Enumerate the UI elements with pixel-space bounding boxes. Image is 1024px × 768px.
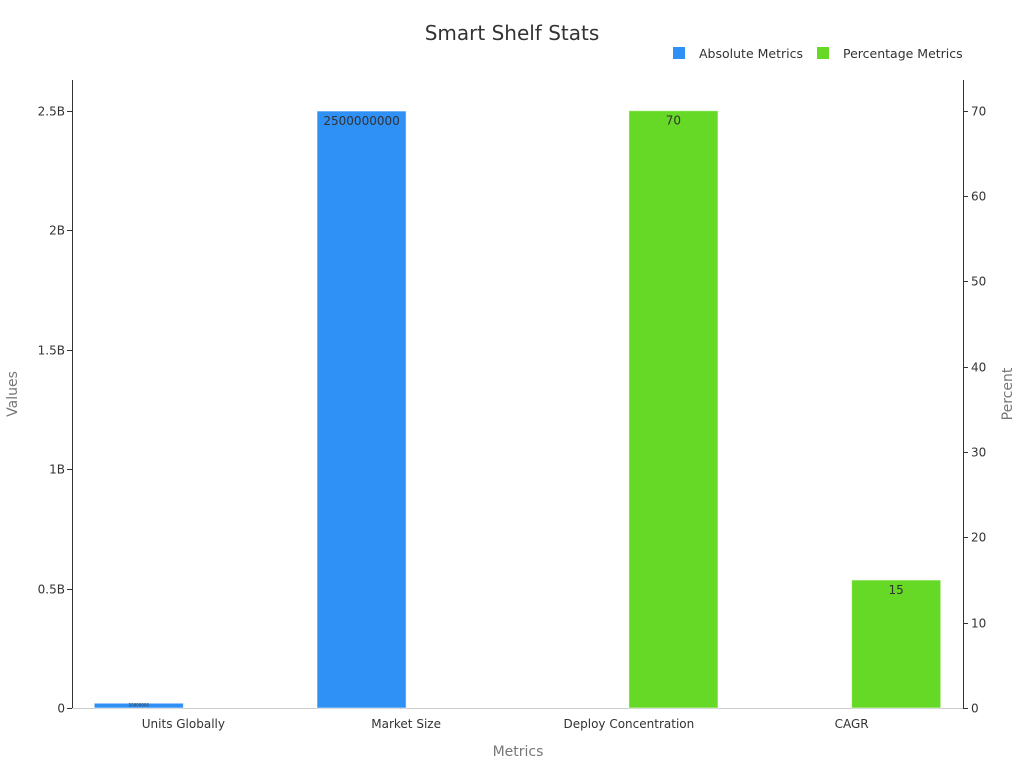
bar-deploy-concentration[interactable]	[628, 110, 719, 709]
legend-swatch-percentage-metrics	[817, 47, 829, 59]
y2-tick-label: 10	[971, 617, 986, 631]
plot-area: 0 0.5B 1B 1.5B 2B 2.5B 0 10 20 30 40 50 60 70 Units …	[38, 80, 986, 731]
bars	[93, 110, 942, 709]
y2-axis-title: Percent	[1000, 367, 1016, 420]
x-axis-ticks: Units Globally Market Size Deploy Concentr…	[142, 717, 869, 731]
bar-units-globally[interactable]	[93, 702, 184, 709]
bar-value-label: 20000000	[129, 703, 150, 708]
bar-value-label: 15	[889, 583, 904, 597]
y-tick-label: 1B	[49, 463, 65, 477]
y2-tick-label: 70	[971, 105, 986, 119]
legend-label-percentage-metrics: Percentage Metrics	[843, 46, 963, 61]
y2-tick-label: 30	[971, 446, 986, 460]
y2-tick-label: 0	[971, 702, 979, 716]
y-tick-label: 2B	[49, 224, 65, 238]
y2-tick-label: 20	[971, 531, 986, 545]
legend-label-absolute-metrics: Absolute Metrics	[699, 46, 803, 61]
x-tick-label: Units Globally	[142, 717, 225, 731]
bar-value-label: 70	[666, 114, 681, 128]
x-tick-label: CAGR	[835, 717, 869, 731]
legend-item-percentage-metrics[interactable]: Percentage Metrics	[817, 46, 963, 61]
y-axis-ticks: 0 0.5B 1B 1.5B 2B 2.5B	[38, 105, 72, 716]
y-tick-label: 0.5B	[38, 583, 65, 597]
y-tick-label: 0	[57, 702, 65, 716]
y2-tick-label: 50	[971, 275, 986, 289]
bar-cagr[interactable]	[851, 579, 942, 709]
legend-swatch-absolute-metrics	[673, 47, 685, 59]
y-tick-label: 2.5B	[38, 105, 65, 119]
legend-item-absolute-metrics[interactable]: Absolute Metrics	[673, 46, 803, 61]
bar-labels: 20000000 2500000000 70 15	[129, 114, 904, 708]
x-axis-title: Metrics	[493, 744, 544, 760]
x-tick-label: Deploy Concentration	[564, 717, 695, 731]
y2-axis-ticks: 0 10 20 30 40 50 60 70	[963, 105, 986, 716]
x-tick-label: Market Size	[371, 717, 441, 731]
chart-title: Smart Shelf Stats	[425, 21, 600, 45]
bar-market-size[interactable]	[316, 110, 407, 709]
bar-value-label: 2500000000	[323, 114, 399, 128]
y2-tick-label: 60	[971, 190, 986, 204]
y2-tick-label: 40	[971, 361, 986, 375]
y-tick-label: 1.5B	[38, 344, 65, 358]
y-axis-title: Values	[5, 371, 21, 417]
legend: Absolute Metrics Percentage Metrics	[673, 46, 963, 61]
